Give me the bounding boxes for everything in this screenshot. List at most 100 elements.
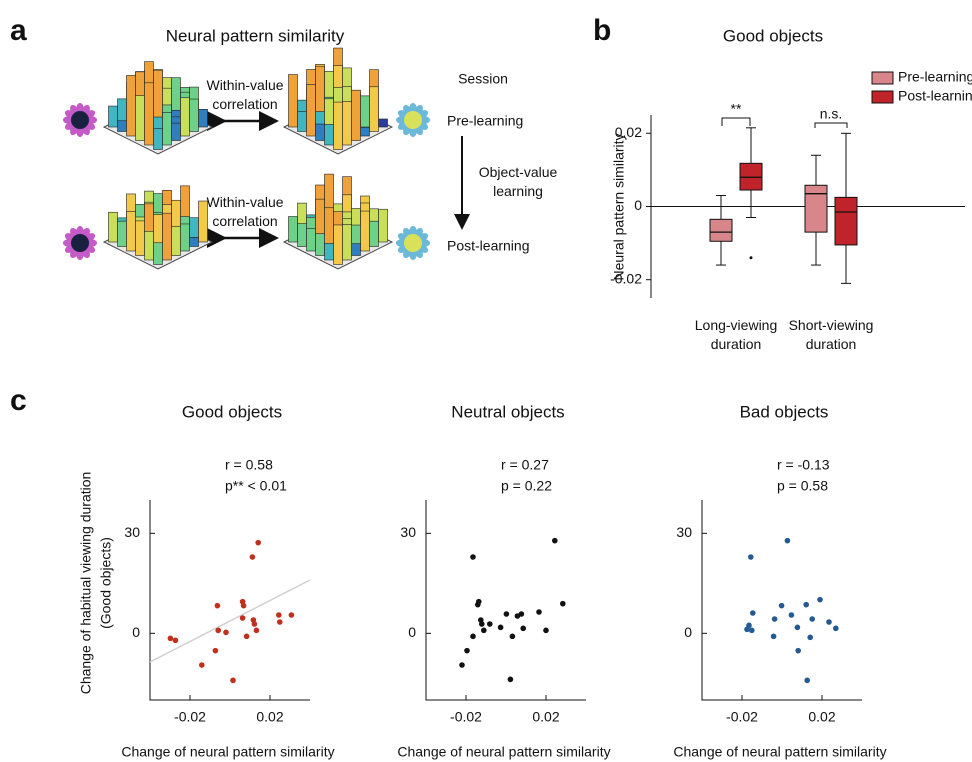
grid-bar (126, 211, 136, 252)
grid-bar (351, 243, 361, 256)
x-axis-label: Change of neural pattern similarity (121, 744, 334, 760)
point (749, 627, 755, 634)
axes (701, 500, 862, 701)
object-icon (71, 111, 89, 129)
x-tick-label: -0.02 (726, 709, 758, 725)
x-tick-label: Short-viewing duration (788, 317, 874, 352)
y-tick-label: -0.02 (610, 270, 642, 286)
point (253, 627, 260, 634)
grid-bar (135, 95, 145, 141)
grid-bar (108, 211, 118, 243)
stat-label: r = -0.13 (777, 457, 830, 473)
significance-bracket (814, 122, 848, 128)
grid-bar (180, 97, 190, 137)
y-tick-label: 0.02 (615, 124, 642, 140)
point (746, 622, 752, 629)
y-tick-label: 0 (408, 624, 416, 640)
point (487, 621, 493, 627)
point (509, 633, 516, 640)
stat-label: p = 0.58 (777, 478, 828, 494)
point (507, 676, 514, 683)
point (497, 624, 504, 631)
grid-bar (198, 200, 208, 243)
panel-letter: c (10, 384, 27, 417)
point (807, 634, 813, 641)
stat-label: r = 0.58 (225, 457, 273, 473)
grid-bar (189, 237, 199, 247)
point (481, 627, 487, 634)
object-icon (71, 234, 89, 252)
point (794, 624, 801, 631)
grid-bar (180, 223, 190, 252)
grid-bar (324, 124, 334, 146)
legend-label: Post-learning (898, 88, 972, 104)
point (255, 539, 261, 546)
point (288, 612, 295, 618)
stat-label: r = 0.27 (501, 457, 549, 473)
point (536, 609, 542, 615)
session-pre: Pre-learning (447, 113, 523, 129)
chart-title: Bad objects (740, 402, 829, 421)
legend-label: Pre-learning (898, 69, 972, 85)
point (214, 602, 221, 609)
fit-line (149, 579, 311, 663)
legend-swatch (871, 90, 894, 104)
grid-bar (306, 228, 316, 252)
grid-bar (306, 84, 316, 137)
point (833, 625, 839, 632)
point (803, 601, 809, 608)
point (826, 619, 832, 625)
axes (425, 500, 586, 701)
point (172, 637, 179, 644)
y-tick-label: 0 (634, 197, 642, 213)
grid-bar (324, 243, 334, 261)
x-tick-label: 0.02 (808, 709, 835, 725)
session-post: Post-learning (447, 238, 530, 254)
point (464, 647, 470, 654)
grid-bar (360, 127, 370, 137)
y-tick-label: 30 (400, 524, 416, 540)
point (470, 554, 476, 560)
grid-bar (135, 220, 145, 256)
correlation-label: Within-value correlation (206, 77, 284, 112)
box (834, 196, 858, 246)
point (240, 602, 247, 609)
axes (149, 500, 310, 701)
grid-bar (108, 105, 118, 128)
correlation-label: Within-value correlation (206, 194, 284, 229)
session-header: Session (458, 71, 508, 87)
grid-bar (378, 208, 388, 243)
grid-bar (360, 210, 370, 252)
grid-bar (153, 242, 163, 265)
point (470, 633, 476, 640)
panel-letter: a (10, 14, 27, 47)
significance-label: n.s. (820, 106, 843, 122)
chart-title: Good objects (182, 402, 282, 421)
point (750, 610, 756, 616)
point (748, 554, 754, 560)
point (560, 600, 566, 607)
grid-bar (117, 220, 127, 247)
grid-bar (153, 128, 163, 150)
box (709, 218, 733, 242)
y-axis-label: Neural pattern similarity (611, 133, 627, 280)
point (167, 635, 174, 642)
y-tick-label: 0 (132, 624, 140, 640)
grid-bar (315, 123, 325, 141)
grid-bar (351, 89, 361, 141)
panel-letter: b (593, 14, 611, 47)
point (552, 537, 558, 544)
point (251, 621, 258, 627)
stat-label: p = 0.22 (501, 478, 552, 494)
grid-bar (333, 224, 343, 265)
point (230, 677, 236, 684)
grid-bar (171, 122, 181, 141)
x-axis-label: Change of neural pattern similarity (397, 744, 610, 760)
y-axis-label: (Good objects) (98, 537, 114, 629)
grid-bar (171, 77, 181, 114)
x-tick-label: -0.02 (450, 709, 482, 725)
grid-bar (378, 118, 388, 128)
grid-bar (126, 75, 136, 137)
grid-bar (288, 74, 298, 128)
